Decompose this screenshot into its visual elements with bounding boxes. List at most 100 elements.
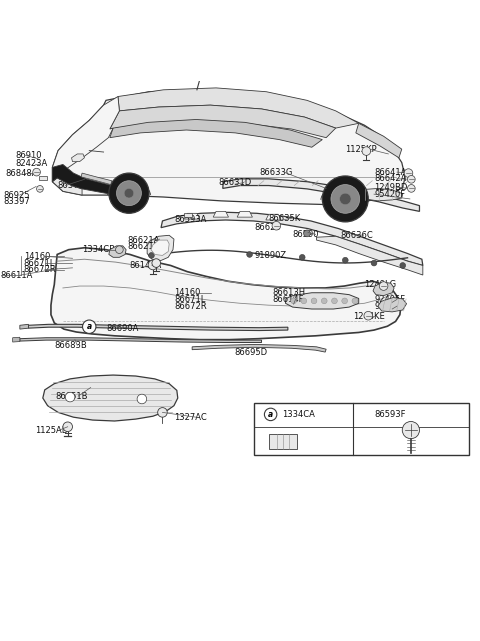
Polygon shape (356, 123, 402, 158)
Text: 86621B: 86621B (128, 242, 160, 251)
Polygon shape (20, 324, 28, 329)
Polygon shape (52, 165, 116, 195)
Polygon shape (266, 214, 281, 220)
Bar (254, 403, 469, 456)
Polygon shape (237, 212, 252, 217)
Text: a: a (87, 322, 92, 331)
Text: 86848A: 86848A (5, 169, 38, 178)
Circle shape (36, 185, 43, 192)
Polygon shape (52, 97, 120, 171)
Circle shape (300, 254, 305, 260)
Text: 86683B: 86683B (54, 341, 87, 350)
Polygon shape (223, 179, 420, 212)
Circle shape (342, 298, 348, 304)
Text: 1327AC: 1327AC (174, 413, 207, 422)
Circle shape (352, 298, 358, 304)
Text: 95420F: 95420F (374, 190, 405, 199)
Text: 86671L: 86671L (174, 295, 205, 304)
Text: 86641A: 86641A (374, 168, 407, 177)
Text: 1334CB: 1334CB (82, 245, 115, 254)
Text: 86142A: 86142A (129, 261, 161, 270)
Text: 86620: 86620 (254, 222, 281, 231)
Text: 86690A: 86690A (106, 324, 138, 333)
Polygon shape (12, 337, 20, 342)
Polygon shape (81, 173, 112, 185)
Polygon shape (52, 178, 82, 195)
Text: 86614F: 86614F (273, 295, 304, 304)
Circle shape (157, 408, 167, 417)
Circle shape (323, 176, 368, 222)
Bar (269, 434, 298, 449)
Text: 86635K: 86635K (269, 213, 301, 222)
Polygon shape (355, 188, 403, 201)
Text: 86593A: 86593A (174, 215, 206, 224)
Text: 86695D: 86695D (234, 347, 267, 356)
Text: a: a (268, 410, 273, 419)
Text: 86613H: 86613H (273, 288, 306, 297)
Circle shape (148, 260, 157, 270)
Circle shape (402, 422, 420, 438)
Circle shape (247, 251, 252, 257)
Polygon shape (110, 119, 323, 147)
Text: 86379: 86379 (57, 181, 84, 190)
Circle shape (339, 193, 351, 204)
Text: 86672R: 86672R (174, 302, 206, 311)
Polygon shape (373, 282, 394, 296)
Text: 86672R: 86672R (24, 265, 56, 274)
Text: 86651B: 86651B (56, 392, 88, 401)
Polygon shape (109, 246, 126, 257)
Circle shape (272, 221, 281, 230)
Circle shape (311, 298, 317, 304)
Text: 14160: 14160 (24, 252, 50, 261)
Circle shape (364, 312, 372, 320)
Circle shape (379, 282, 388, 290)
Text: 86642A: 86642A (374, 174, 407, 183)
Circle shape (332, 298, 337, 304)
Text: 14160: 14160 (174, 288, 200, 297)
Polygon shape (378, 297, 407, 312)
Circle shape (371, 260, 377, 266)
Text: 1334CA: 1334CA (282, 410, 315, 419)
Circle shape (304, 230, 311, 237)
Polygon shape (110, 105, 336, 138)
Circle shape (400, 263, 406, 269)
Circle shape (124, 188, 134, 198)
Text: 86590: 86590 (293, 230, 319, 239)
Text: 1125KP: 1125KP (345, 145, 377, 154)
Circle shape (137, 394, 147, 404)
Text: 1244KE: 1244KE (353, 312, 384, 321)
Polygon shape (184, 213, 200, 219)
Text: 86593F: 86593F (374, 410, 406, 419)
Bar (184, 213, 192, 217)
Polygon shape (213, 212, 228, 217)
Text: 86925: 86925 (3, 190, 30, 199)
Circle shape (291, 298, 297, 304)
Polygon shape (51, 248, 401, 340)
Circle shape (322, 298, 327, 304)
Text: 92405F: 92405F (374, 295, 405, 304)
Polygon shape (151, 240, 169, 255)
Circle shape (63, 422, 72, 431)
Circle shape (65, 392, 75, 402)
Circle shape (264, 408, 277, 420)
Text: 92406F: 92406F (374, 302, 405, 311)
Circle shape (301, 298, 307, 304)
Polygon shape (28, 324, 288, 331)
Polygon shape (20, 338, 262, 342)
Text: 86636C: 86636C (340, 231, 373, 240)
Text: 1249LG: 1249LG (364, 279, 396, 288)
Circle shape (116, 246, 123, 253)
Circle shape (408, 185, 415, 192)
Text: 86621A: 86621A (128, 236, 160, 245)
Circle shape (404, 169, 413, 178)
Circle shape (149, 253, 155, 258)
Circle shape (331, 185, 360, 213)
Polygon shape (192, 344, 326, 352)
Text: 86671L: 86671L (24, 258, 55, 267)
Text: 86611A: 86611A (0, 271, 33, 279)
Polygon shape (52, 90, 405, 204)
Polygon shape (286, 293, 359, 309)
Circle shape (83, 320, 96, 333)
Circle shape (362, 147, 371, 155)
Text: 83397: 83397 (3, 197, 30, 206)
